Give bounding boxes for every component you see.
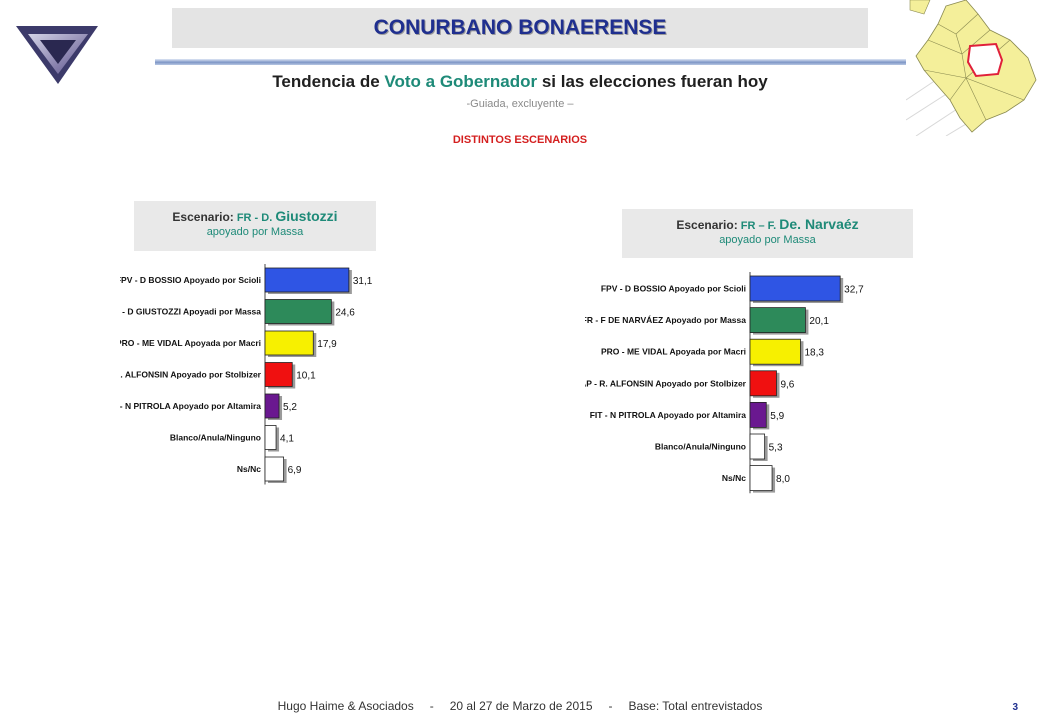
- left-value-label: 10,1: [296, 371, 316, 382]
- footer: Hugo Haime & Asociados - 20 al 27 de Marzo…: [0, 699, 1040, 713]
- scenario-left-prefix: FR - D.: [233, 212, 276, 224]
- scenarios-label: DISTINTOS ESCENARIOS: [452, 134, 588, 146]
- left-category-label: FR - D GIUSTOZZI Apoyadi por Massa: [120, 307, 261, 317]
- scenario-left-heading: Escenario: FR - D. Giustozzi: [134, 208, 376, 224]
- footer-base: Base: Total entrevistados: [628, 699, 763, 713]
- slide-subtitle: -Guiada, excluyente –: [466, 98, 574, 110]
- left-category-label: Ns/Nc: [237, 464, 261, 474]
- left-category-label: Blanco/Anula/Ninguno: [170, 433, 261, 443]
- left-bar: [264, 267, 350, 293]
- header-rule: [155, 59, 915, 65]
- left-value-label: 4,1: [280, 434, 294, 445]
- right-bar: [749, 307, 806, 333]
- scenario-left-box: Escenario: FR - D. Giustozzi apoyado por…: [134, 201, 376, 251]
- right-category-label: FR - F DE NARVÁEZ Apoyado por Massa: [585, 315, 746, 325]
- scenario-right-box: Escenario: FR – F. De. Narvaéz apoyado p…: [622, 209, 913, 258]
- left-value-label: 17,9: [317, 339, 337, 350]
- left-bar: [264, 362, 293, 387]
- right-category-label: Blanco/Anula/Ninguno: [655, 442, 746, 452]
- right-bar: [749, 401, 767, 428]
- right-bar: [749, 370, 777, 397]
- right-category-label: PRO - ME VIDAL Apoyada por Macri: [601, 347, 746, 357]
- right-value-label: 18,3: [804, 348, 824, 359]
- scenario-right-label: Escenario:: [676, 218, 738, 232]
- left-value-label: 6,9: [288, 465, 302, 476]
- chart-right: FPV - D BOSSIO Apoyado por Scioli 32,7 FR …: [585, 272, 864, 494]
- left-bar: [264, 456, 285, 482]
- right-category-label: Ns/Nc: [722, 473, 746, 483]
- right-category-label: FPV - D BOSSIO Apoyado por Scioli: [601, 284, 746, 294]
- right-value-label: 20,1: [809, 316, 829, 327]
- header-banner: CONURBANO BONAERENSE: [172, 8, 868, 48]
- right-value-label: 5,9: [770, 411, 784, 422]
- left-category-label: FPV - D BOSSIO Apoyado por Scioli: [120, 275, 261, 285]
- right-category-label: FAP - R. ALFONSIN Apoyado por Stolbizer: [585, 378, 747, 388]
- left-category-label: FAP - R. ALFONSIN Apoyado por Stolbizer: [120, 370, 262, 380]
- left-bar: [264, 299, 332, 324]
- left-value-label: 31,1: [353, 276, 373, 287]
- company-logo: [16, 26, 98, 84]
- scenario-right-heading: Escenario: FR – F. De. Narvaéz: [622, 216, 913, 232]
- scenario-left-name: Giustozzi: [275, 208, 338, 224]
- right-value-label: 5,3: [769, 443, 783, 454]
- right-bar: [749, 433, 766, 460]
- chart-left: FPV - D BOSSIO Apoyado por Scioli 31,1 FR …: [120, 264, 373, 485]
- left-value-label: 5,2: [283, 402, 297, 413]
- scenario-right-prefix: FR – F.: [737, 220, 780, 232]
- right-bar: [749, 465, 773, 492]
- footer-dates: 20 al 27 de Marzo de 2015: [449, 699, 593, 713]
- title-part2: si las elecciones fueran hoy: [537, 72, 768, 91]
- left-bar: [264, 393, 280, 419]
- scenario-right-name: De. Narvaéz: [779, 216, 859, 232]
- header-title: CONURBANO BONAERENSE: [373, 16, 667, 39]
- left-value-label: 24,6: [335, 308, 355, 319]
- footer-sep-2: -: [608, 699, 613, 713]
- title-highlight: Voto a Gobernador: [384, 72, 538, 91]
- region-map: [906, 0, 1040, 136]
- footer-sep-1: -: [429, 699, 434, 713]
- title-part1: Tendencia de: [272, 72, 385, 91]
- left-bar: [264, 330, 314, 356]
- scenario-left-support: apoyado por Massa: [206, 226, 304, 238]
- left-category-label: PRO - ME VIDAL Apoyada por Macri: [120, 338, 261, 348]
- scenario-right-support: apoyado por Massa: [719, 234, 816, 246]
- right-category-label: FIT - N PITROLA Apoyado por Altamira: [590, 410, 747, 420]
- right-value-label: 9,6: [780, 379, 794, 390]
- scenario-left-label: Escenario:: [172, 210, 234, 224]
- right-bar: [749, 338, 801, 365]
- right-value-label: 8,0: [776, 474, 790, 485]
- right-bar: [749, 275, 841, 302]
- footer-company: Hugo Haime & Asociados: [277, 699, 414, 713]
- right-value-label: 32,7: [844, 285, 864, 296]
- slide-title: Tendencia de Voto a Gobernador si las el…: [0, 72, 1040, 92]
- left-category-label: FIT - N PITROLA Apoyado por Altamira: [120, 401, 261, 411]
- left-bar: [264, 425, 277, 450]
- page-number: 3: [1012, 702, 1018, 713]
